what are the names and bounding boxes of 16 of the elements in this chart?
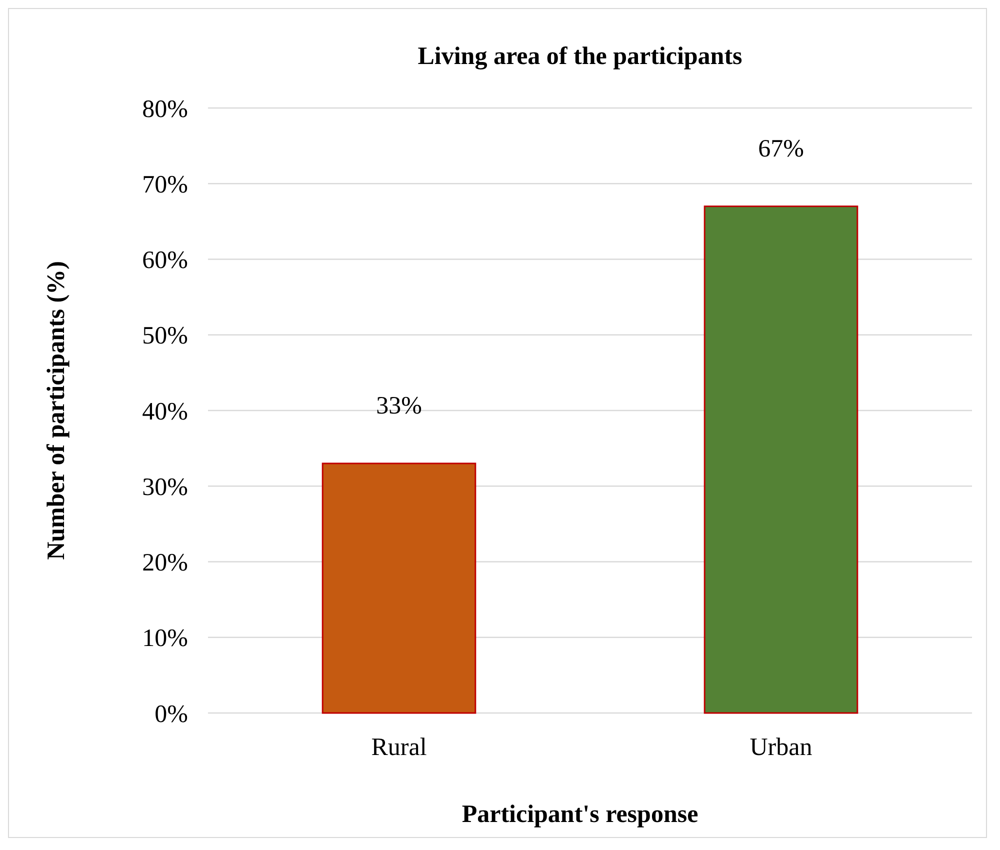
chart-title: Living area of the participants [418, 43, 743, 70]
y-tick-label: 60% [142, 247, 188, 274]
x-axis-title: Participant's response [462, 801, 698, 828]
y-tick-label: 10% [142, 625, 188, 652]
y-tick-label: 0% [154, 700, 188, 728]
x-tick-label: Rural [371, 734, 427, 761]
data-label: 33% [376, 392, 422, 420]
y-axis-title: Number of participants (%) [43, 261, 70, 560]
y-tick-label: 40% [142, 398, 188, 426]
data-label: 67% [758, 135, 804, 162]
x-tick-label: Urban [750, 734, 813, 761]
y-tick-label: 70% [142, 171, 188, 198]
y-tick-label: 20% [142, 550, 188, 576]
y-tick-label: 50% [142, 322, 188, 350]
y-tick-label: 30% [142, 474, 188, 501]
y-tick-label: 80% [142, 96, 188, 123]
